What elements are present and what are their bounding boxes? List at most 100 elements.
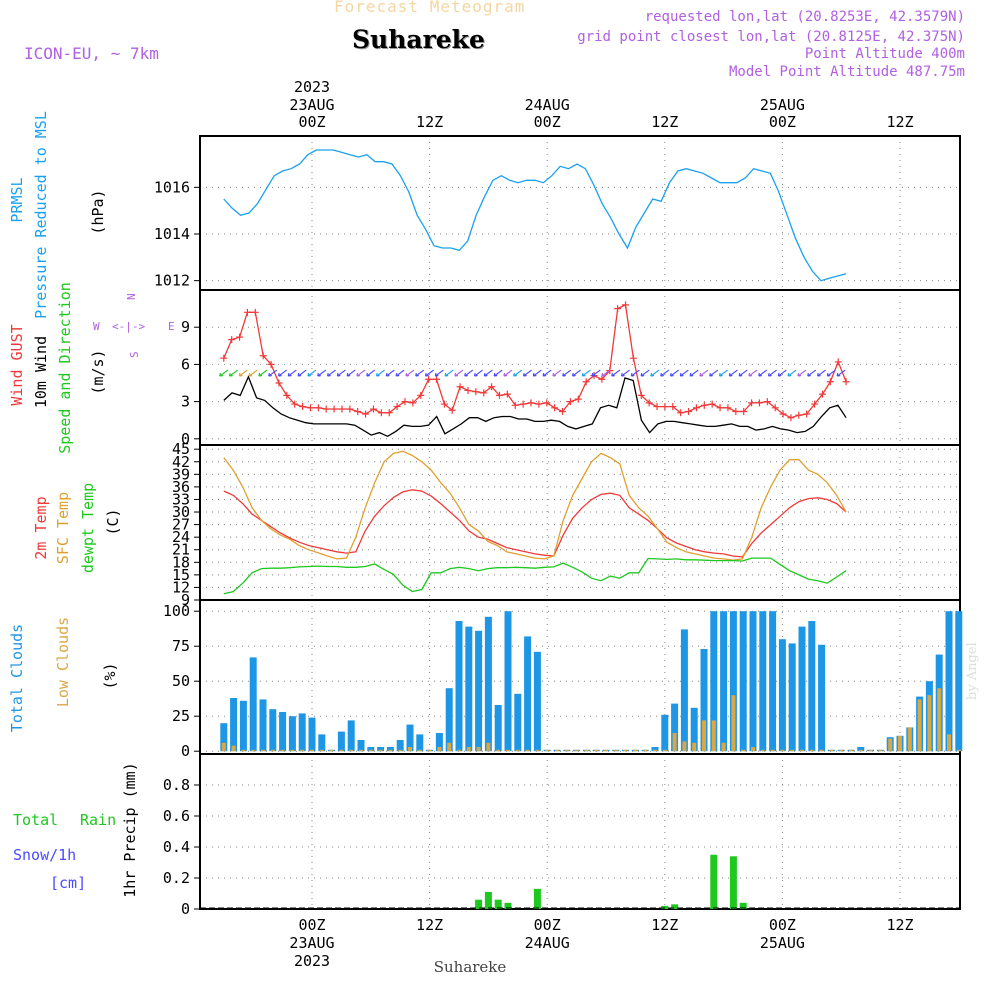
low-cloud-bar: [457, 749, 461, 752]
grid-panel-precipitation: [194, 754, 960, 910]
wind-arrow: [366, 369, 376, 377]
grid-panel-pressure: [194, 136, 960, 290]
low-cloud-bar: [956, 749, 961, 752]
ylabel-snow: Snow/1h: [13, 846, 76, 864]
gust-point: [362, 410, 370, 418]
wind-arrow: [826, 369, 836, 377]
gust-point: [795, 411, 803, 419]
gust-point: [661, 403, 669, 411]
gust-point: [692, 404, 700, 412]
ytick-label: 3: [181, 393, 190, 411]
gust-point: [677, 409, 685, 417]
gust-point: [480, 389, 488, 397]
ylabel-cm: [cm]: [50, 874, 86, 892]
gust-point: [236, 333, 244, 341]
gust-point: [629, 354, 637, 362]
gust-point: [566, 398, 574, 406]
panel-frame-precipitation: [199, 753, 961, 910]
total-cloud-bar: [788, 643, 796, 752]
low-cloud-bar: [849, 749, 853, 752]
panel-frame-temperature: [199, 444, 961, 601]
low-cloud-bar: [907, 727, 912, 752]
wind-arrow: [327, 369, 336, 377]
total-cloud-bar: [298, 713, 306, 752]
total-cloud-bar: [808, 621, 816, 752]
total-cloud-bar: [494, 705, 502, 752]
ytick-label: 100: [163, 602, 190, 620]
ytick-label: 18: [172, 553, 190, 571]
gust-point: [440, 400, 448, 408]
wind-arrow: [552, 369, 562, 377]
ytick-label: 1014: [154, 225, 190, 243]
low-cloud-bar: [858, 749, 863, 752]
low-cloud-bar: [741, 749, 746, 752]
low-cloud-bar: [388, 749, 393, 752]
compass-s: S: [128, 351, 141, 358]
temp2m-series-line: [223, 489, 847, 558]
precip-bar: [739, 902, 747, 909]
low-cloud-bar: [623, 749, 628, 752]
gust-series-line: [223, 303, 847, 419]
ylabel-ms: (m/s): [89, 349, 107, 394]
ylabel-hpa: (hPa): [89, 189, 107, 234]
ytick-label: 12: [172, 578, 190, 596]
total-cloud-bar: [396, 740, 404, 752]
low-cloud-bar: [378, 749, 383, 752]
ytick-label: 9: [181, 318, 190, 336]
top-hour-label: 12Z: [651, 113, 678, 131]
total-cloud-bar: [455, 621, 463, 752]
wind-arrow: [346, 369, 356, 377]
low-cloud-bar: [711, 720, 716, 752]
ylabel-c: (C): [104, 508, 122, 535]
panel-frame-wind: [199, 289, 961, 446]
bottom-date-label: 23AUG: [289, 934, 334, 952]
wind-arrow: [454, 369, 464, 377]
wind-arrow: [611, 369, 621, 377]
ylabel-rain: Rain: [80, 811, 116, 829]
wind-arrow: [807, 369, 817, 377]
bottom-hour-label: 00Z: [769, 916, 796, 934]
gust-point: [306, 404, 314, 412]
total-cloud-bar: [357, 740, 365, 752]
low-cloud-bar: [329, 749, 334, 752]
wind-arrow: [238, 369, 248, 377]
total-cloud-bar: [406, 724, 414, 752]
ytick-label: 42: [172, 453, 190, 471]
wind-arrow: [336, 369, 346, 377]
wind-arrow: [562, 369, 572, 377]
low-cloud-bar: [525, 749, 530, 752]
gust-point: [543, 399, 551, 407]
wind-arrow: [493, 369, 503, 377]
wind-arrow: [699, 369, 709, 377]
low-cloud-bar: [339, 749, 344, 752]
gust-point: [496, 391, 504, 399]
low-cloud-bar: [692, 742, 697, 752]
low-cloud-bar: [486, 742, 491, 752]
precip-bar: [484, 891, 492, 909]
low-cloud-bar: [417, 749, 422, 752]
gust-point: [299, 403, 307, 411]
total-cloud-bar: [386, 747, 394, 752]
wind-arrow: [287, 369, 297, 377]
ytick-label: 0.6: [163, 807, 190, 825]
total-cloud-bar: [239, 700, 247, 752]
low-cloud-bar: [613, 749, 618, 752]
total-cloud-bar: [465, 626, 473, 752]
wind-arrow: [376, 369, 385, 377]
top-date-label: 25AUG: [760, 96, 805, 114]
wind-arrow: [670, 369, 679, 377]
wind-arrow: [415, 369, 425, 377]
precip-bar: [729, 856, 737, 909]
total-cloud-bar: [279, 712, 287, 752]
gust-point: [637, 391, 645, 399]
precip-bar: [533, 888, 541, 909]
wind-arrow: [258, 369, 268, 377]
ytick-label: 30: [172, 503, 190, 521]
ylabel-precip-mm: 1hr Precip (mm): [121, 762, 139, 897]
total-cloud-bar: [680, 629, 688, 752]
low-cloud-bar: [251, 749, 256, 752]
bottom-hour-label: 12Z: [651, 916, 678, 934]
low-cloud-bar: [221, 742, 226, 752]
footer-location: Suhareke: [434, 958, 507, 976]
